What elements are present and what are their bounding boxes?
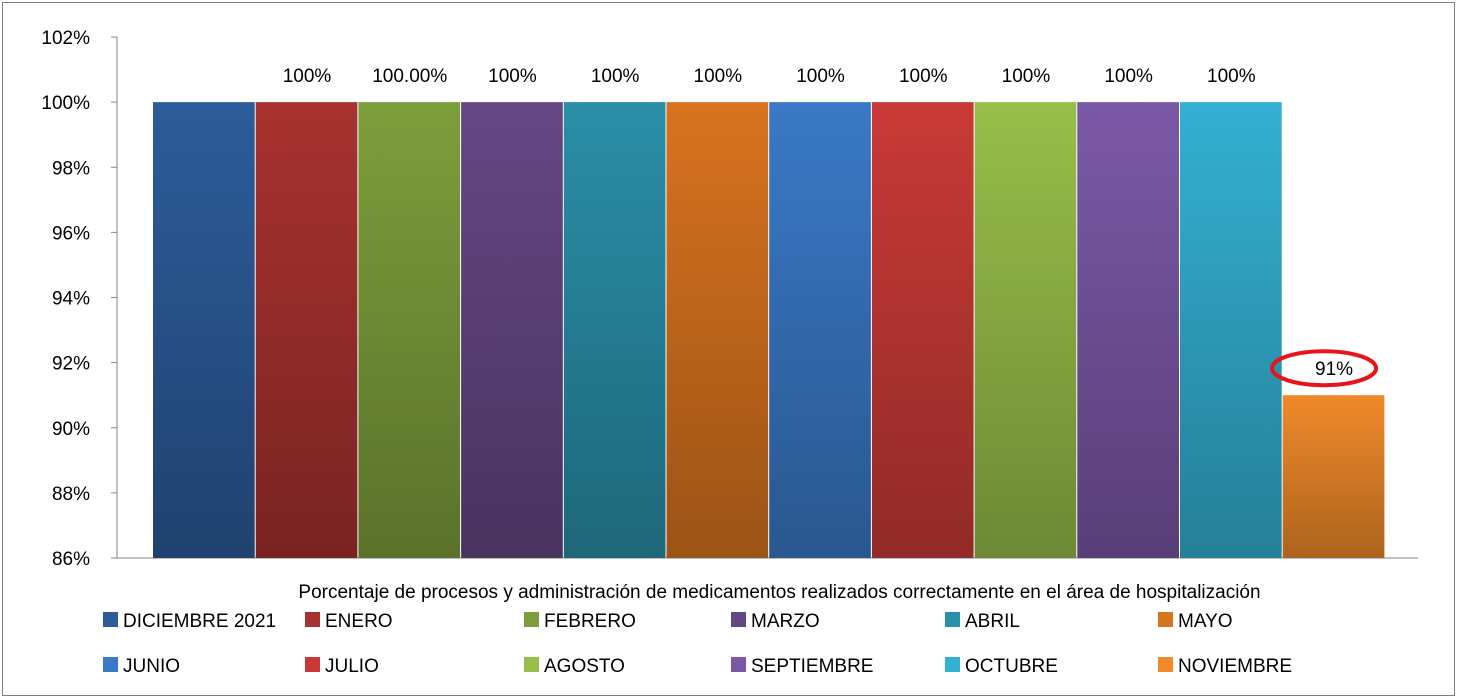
legend-swatch [945, 657, 960, 672]
legend-label: FEBRERO [544, 611, 636, 632]
legend-label: MARZO [751, 611, 820, 632]
legend-item-octubre: OCTUBRE [945, 656, 1058, 677]
bar-marzo [461, 102, 563, 558]
bar-enero [255, 102, 358, 558]
legend-swatch [731, 657, 746, 672]
legend-swatch [731, 612, 746, 627]
bar-diciembre-2021 [153, 102, 255, 558]
legend-label: DICIEMBRE 2021 [123, 611, 276, 632]
bar-noviembre [1282, 395, 1385, 558]
legend-label: ENERO [325, 611, 393, 632]
y-tick-label: 94% [52, 289, 90, 310]
legend-item-febrero: FEBRERO [524, 611, 636, 632]
highlight-circle [1270, 349, 1379, 388]
legend-label: NOVIEMBRE [1178, 656, 1292, 677]
data-label-layer: 100% 100.00% 100% 100% 100% 100% 100% 100% 100% 1… [283, 66, 1379, 388]
legend-swatch [524, 612, 539, 627]
bar-agosto [974, 102, 1077, 558]
y-tick-label: 90% [52, 419, 90, 440]
y-tick-label: 86% [52, 549, 90, 570]
legend-swatch [103, 612, 118, 627]
bar-febrero [358, 102, 461, 558]
bar-julio [871, 102, 974, 558]
bar-layer [153, 102, 1385, 558]
legend-swatch [305, 657, 320, 672]
legend-item-marzo: MARZO [731, 611, 820, 632]
bar-septiembre [1077, 102, 1179, 558]
legend-swatch [945, 612, 960, 627]
legend-label: AGOSTO [544, 656, 625, 677]
data-label: 91% [1315, 359, 1353, 380]
data-label: 100% [796, 66, 845, 87]
legend-label: JULIO [325, 656, 379, 677]
legend-item-septiembre: SEPTIEMBRE [731, 656, 873, 677]
y-tick-label: 92% [52, 354, 90, 375]
legend-item-mayo: MAYO [1158, 611, 1233, 632]
legend-swatch [1158, 657, 1173, 672]
data-label: 100% [283, 66, 332, 87]
legend-item-enero: ENERO [305, 611, 393, 632]
legend: DICIEMBRE 2021 ENERO FEBRERO MARZO ABRIL MAYO… [103, 611, 1292, 677]
legend-item-abril: ABRIL [945, 611, 1020, 632]
legend-item-diciembre-2021: DICIEMBRE 2021 [103, 611, 276, 632]
legend-swatch [1158, 612, 1173, 627]
y-tick-label: 102% [41, 28, 90, 49]
data-label: 100% [694, 66, 743, 87]
bar-mayo [666, 102, 769, 558]
y-tick-label: 100% [41, 93, 90, 114]
y-tick-label: 88% [52, 484, 90, 505]
y-tick-label: 98% [52, 158, 90, 179]
data-label: 100% [1207, 66, 1256, 87]
legend-item-noviembre: NOVIEMBRE [1158, 656, 1292, 677]
category-axis-label: Porcentaje de procesos y administración … [298, 582, 1260, 603]
legend-label: OCTUBRE [965, 656, 1058, 677]
legend-label: ABRIL [965, 611, 1020, 632]
legend-label: SEPTIEMBRE [751, 656, 873, 677]
legend-item-junio: JUNIO [103, 656, 180, 677]
data-label: 100% [1002, 66, 1051, 87]
legend-item-agosto: AGOSTO [524, 656, 625, 677]
data-label: 100% [488, 66, 537, 87]
data-label: 100% [899, 66, 948, 87]
legend-swatch [524, 657, 539, 672]
data-label: 100% [1104, 66, 1153, 87]
legend-item-julio: JULIO [305, 656, 379, 677]
legend-label: MAYO [1178, 611, 1233, 632]
bar-junio [769, 102, 871, 558]
data-label: 100.00% [372, 66, 447, 87]
data-label: 100% [591, 66, 640, 87]
legend-swatch [305, 612, 320, 627]
bar-abril [563, 102, 666, 558]
legend-label: JUNIO [123, 656, 180, 677]
legend-swatch [103, 657, 118, 672]
bar-octubre [1180, 102, 1282, 558]
y-tick-label: 96% [52, 223, 90, 244]
